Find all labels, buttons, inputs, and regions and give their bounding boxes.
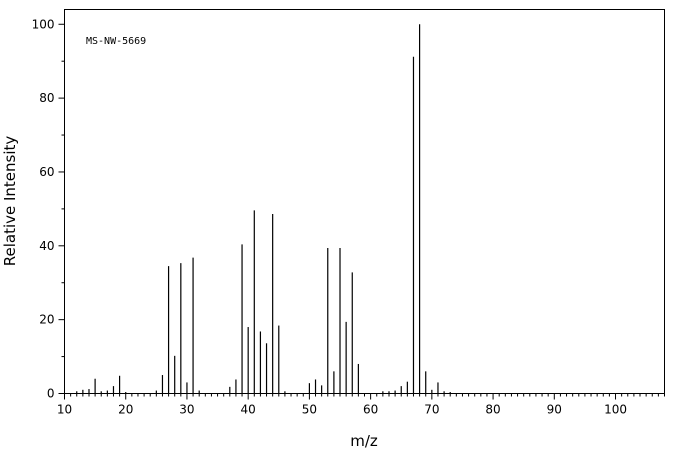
plot-frame bbox=[64, 9, 665, 394]
x-tick-label: 30 bbox=[179, 403, 194, 417]
x-tick-label: 90 bbox=[547, 403, 562, 417]
x-tick-label: 70 bbox=[424, 403, 439, 417]
peaks bbox=[76, 24, 451, 394]
major-ticks bbox=[58, 23, 617, 400]
y-tick-label: 0 bbox=[47, 387, 55, 401]
x-tick-labels: 10 20 30 40 50 60 70 80 90 100 bbox=[57, 403, 627, 417]
x-axis-title: m/z bbox=[350, 432, 378, 450]
y-tick-labels: 0 20 40 60 80 100 bbox=[32, 17, 55, 400]
x-tick-label: 50 bbox=[302, 403, 317, 417]
spectrum-id-annotation: MS-NW-5669 bbox=[86, 36, 146, 47]
y-tick-label: 100 bbox=[32, 17, 55, 31]
x-tick-label: 60 bbox=[363, 403, 378, 417]
minor-ticks bbox=[61, 60, 665, 397]
x-tick-label: 20 bbox=[118, 403, 133, 417]
y-tick-label: 40 bbox=[39, 239, 54, 253]
y-tick-label: 80 bbox=[39, 91, 54, 105]
x-tick-label: 10 bbox=[57, 403, 72, 417]
y-tick-label: 60 bbox=[39, 165, 54, 179]
x-tick-label: 40 bbox=[241, 403, 256, 417]
x-tick-label: 80 bbox=[485, 403, 500, 417]
x-tick-label: 100 bbox=[604, 403, 627, 417]
y-axis-title: Relative Intensity bbox=[1, 136, 19, 267]
y-tick-label: 20 bbox=[39, 313, 54, 327]
